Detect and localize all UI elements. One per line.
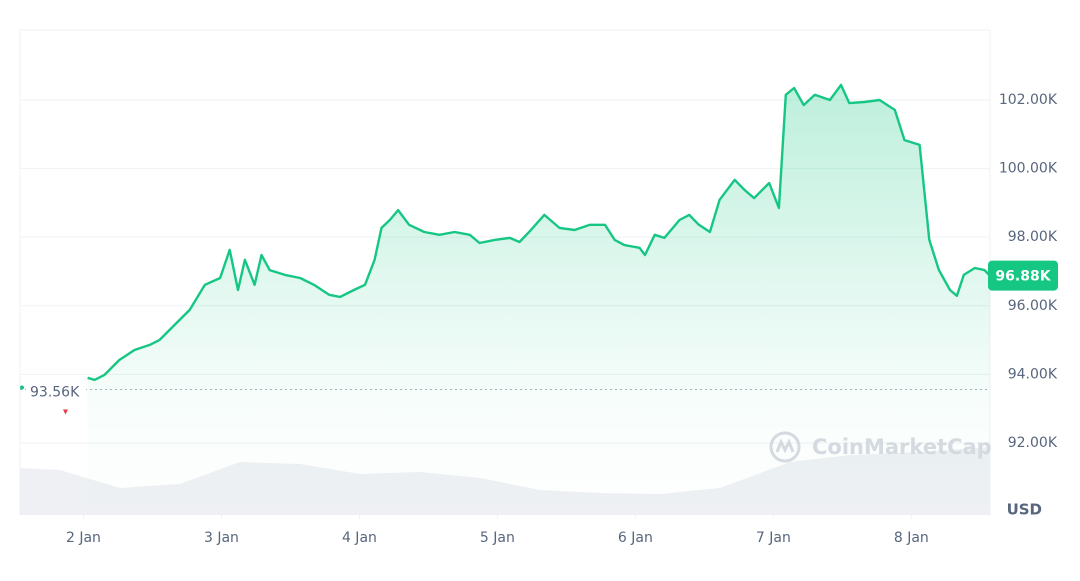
y-tick-label: 92.00K <box>1008 435 1058 451</box>
open-down-marker <box>63 409 68 415</box>
price-line <box>87 83 991 382</box>
y-tick-label: 98.00K <box>1008 229 1058 245</box>
plot-layer: 92.00K 94.00K 96.00K 98.00K 100.00K 102.00K 2 … <box>20 83 1058 546</box>
watermark: CoinMarketCap <box>812 435 992 459</box>
price-area <box>87 84 991 516</box>
x-tick-label: 5 Jan <box>480 530 515 546</box>
y-unit-label: USD <box>1007 501 1042 519</box>
x-tick-label: 2 Jan <box>66 530 101 546</box>
watermark-logo <box>769 431 801 463</box>
x-tick-label: 6 Jan <box>618 530 653 546</box>
y-tick-label: 102.00K <box>999 92 1058 108</box>
open-price-label-bg <box>26 379 86 400</box>
y-tick-label: 100.00K <box>999 161 1058 177</box>
x-tick-label: 4 Jan <box>342 530 377 546</box>
current-price-label: 96.88K <box>995 269 1051 285</box>
open-price-label: 93.56K <box>30 384 80 400</box>
y-tick-label: 94.00K <box>1008 366 1058 382</box>
y-tick-label: 96.00K <box>1008 298 1058 314</box>
open-marker <box>20 385 24 390</box>
current-price-badge <box>988 260 1058 291</box>
x-tick-label: 8 Jan <box>894 530 929 546</box>
x-tick-label: 3 Jan <box>204 530 239 546</box>
x-tick-label: 7 Jan <box>756 530 791 546</box>
